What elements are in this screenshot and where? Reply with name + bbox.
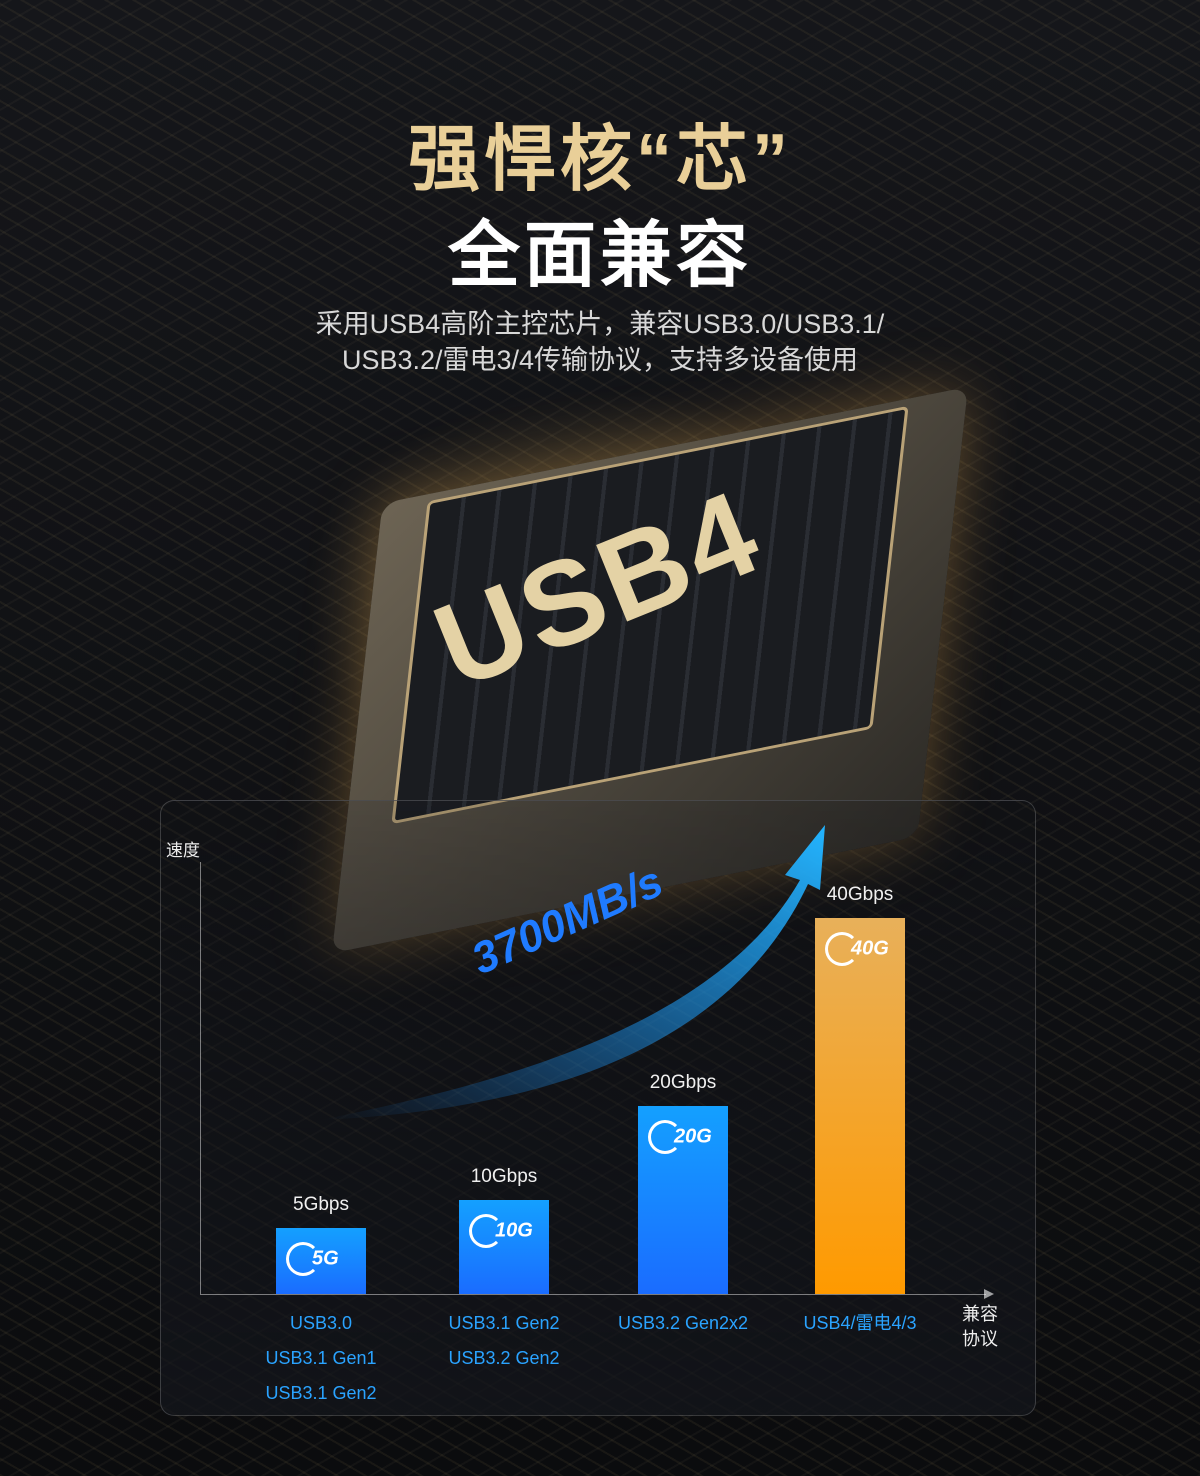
subtitle: 采用USB4高阶主控芯片，兼容USB3.0/USB3.1/ USB3.2/雷电3…: [0, 306, 1200, 378]
x-axis: [200, 1294, 986, 1295]
category-label-line: USB3.1 Gen1: [265, 1348, 377, 1368]
category-label-line: USB3.2 Gen2: [448, 1348, 560, 1368]
category-label-line: USB3.1 Gen2: [448, 1313, 560, 1333]
bar-value-label: 40Gbps: [826, 884, 894, 905]
bar-20Gbps: 20G: [638, 1106, 728, 1294]
category-label-line: USB3.2 Gen2x2: [617, 1313, 749, 1333]
category-label: USB3.0 USB3.1 Gen1 USB3.1 Gen2: [221, 1306, 421, 1411]
bar-5Gbps: 5G: [276, 1228, 366, 1294]
subtitle-line2: USB3.2/雷电3/4传输协议，支持多设备使用: [341, 345, 859, 375]
subtitle-line1: 采用USB4高阶主控芯片，兼容USB3.0/USB3.1/: [315, 309, 885, 339]
y-axis: [200, 862, 201, 1294]
category-label: USB3.1 Gen2 USB3.2 Gen2: [404, 1306, 604, 1376]
x-axis-arrow: [984, 1289, 994, 1299]
x-axis-label: 兼容协议: [962, 1304, 998, 1349]
category-label-line: USB3.1 Gen2: [265, 1383, 377, 1403]
bar-10Gbps: 10G: [459, 1200, 549, 1294]
category-label: USB3.2 Gen2x2: [583, 1306, 783, 1341]
speedometer-badge-icon: 40G: [825, 932, 889, 966]
title-line2: 全面兼容: [447, 216, 752, 296]
speedometer-badge-icon: 20G: [648, 1120, 712, 1154]
category-label: USB4/雷电4/3: [760, 1306, 960, 1341]
speedometer-badge-icon: 5G: [286, 1242, 339, 1276]
category-label-line: USB3.0: [289, 1313, 353, 1333]
category-label-line: USB4/雷电4/3: [803, 1313, 917, 1333]
y-axis-label: 速度: [166, 841, 200, 860]
bar-value-label: 10Gbps: [470, 1166, 538, 1187]
bar-40Gbps: 40G: [815, 918, 905, 1294]
bar-value-label: 20Gbps: [649, 1072, 717, 1093]
speedometer-badge-icon: 10G: [469, 1214, 533, 1248]
title-line1: 强悍核“芯”: [407, 120, 792, 200]
speed-arrow: [320, 825, 825, 1120]
bar-value-label: 5Gbps: [293, 1194, 349, 1215]
